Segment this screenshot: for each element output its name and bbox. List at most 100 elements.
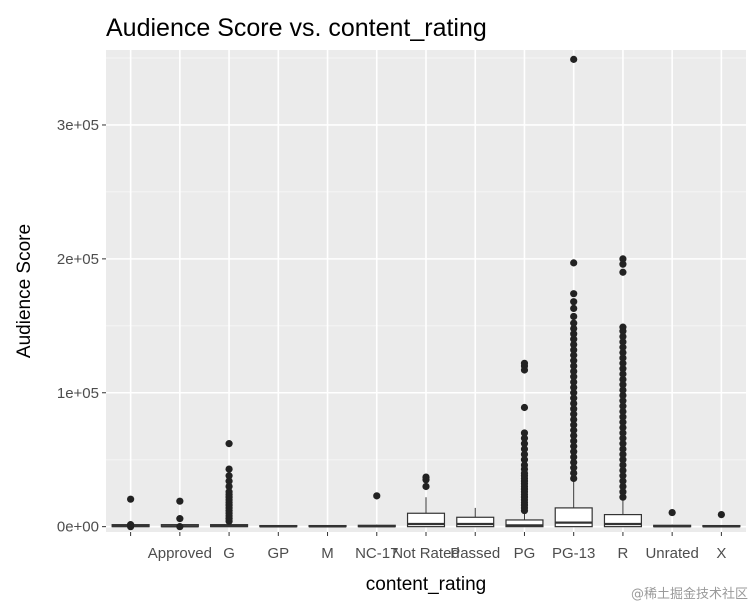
outlier-point [570,469,578,477]
outlier-point [570,259,578,267]
outlier-point [520,434,529,442]
outlier-point [619,440,627,448]
outlier-point [570,442,578,450]
box-group [554,55,593,528]
outlier-point [570,362,578,370]
outlier-point [520,461,529,469]
outlier-point [570,298,578,306]
outlier-point [570,340,578,349]
outlier-point [619,397,627,405]
x-tick-label: Unrated [645,545,698,562]
outlier-point [570,448,578,456]
outlier-point [520,450,529,458]
outlier-point [570,464,578,472]
box-group [603,255,642,528]
outlier-point [225,472,233,480]
box-group [456,507,495,528]
outlier-point [520,445,529,453]
outlier-point [225,465,233,473]
x-tick-label: R [618,545,629,562]
x-tick-label: NC-17 [355,545,398,562]
outlier-point [619,456,627,464]
outlier-point [570,373,578,381]
outlier-point [619,343,627,351]
outlier-point [619,338,627,346]
box-group [702,510,741,528]
x-tick-label: GP [267,545,289,562]
x-tick-label: PG [514,545,536,562]
outlier-point [570,405,578,413]
y-axis-ticks: 0e+00 1e+05 2e+05 3e+05 [57,117,106,536]
outlier-point [619,391,627,400]
outlier-point [619,354,627,362]
outlier-point [570,432,578,440]
y-axis-title: Audience Score [14,224,35,358]
outlier-point [570,335,578,343]
outlier-point [619,413,627,421]
outlier-point [570,394,578,402]
outlier-point [570,453,578,461]
outlier-point [570,415,578,424]
outlier-point [619,450,627,458]
outlier-point [225,440,233,448]
outlier-point [570,367,578,375]
outlier-point [422,473,430,481]
outlier-point [570,421,578,429]
outlier-point [570,410,578,418]
box-group [357,492,396,528]
outlier-point [570,426,578,434]
outlier-point [422,482,430,491]
outlier-point [619,268,627,276]
outlier-point [570,389,578,397]
box-group [111,495,150,531]
box-group [406,473,446,528]
outlier-point [570,351,578,359]
outlier-point [570,458,578,466]
x-axis-title: content_rating [366,574,486,595]
outlier-point [619,434,627,442]
outlier-point [668,508,676,517]
outlier-point [619,493,627,501]
x-tick-label: Approved [148,545,212,562]
outlier-point [570,330,578,338]
outlier-point [176,523,184,531]
outlier-point [619,445,627,453]
outlier-point [619,477,627,485]
outlier-point [619,418,627,426]
outlier-point [127,521,135,529]
outlier-point [619,472,627,480]
outlier-point [570,304,578,313]
outlier-point [127,495,135,503]
x-tick-label: G [223,545,235,562]
outlier-point [570,357,578,365]
outlier-point [619,407,627,416]
x-tick-label: Passed [450,545,500,562]
outlier-point [570,474,578,483]
outlier-point [520,440,529,448]
outlier-point [717,510,725,519]
outlier-point [570,378,578,386]
outlier-point [619,466,627,475]
y-tick-label: 2e+05 [57,251,99,268]
x-tick-label: Not Rated [392,545,460,562]
box-group [210,440,249,528]
x-tick-label: M [321,545,334,562]
outlier-point [225,477,233,485]
outlier-point [225,482,233,491]
outlier-point [570,319,578,327]
outlier-point [619,370,627,378]
outlier-point [619,429,627,437]
outlier-point [619,255,627,263]
outlier-point [570,290,578,298]
outlier-point [520,456,529,464]
outlier-point [373,492,381,500]
outlier-point [619,488,627,496]
watermark-text: @稀土掘金技术社区 [631,586,748,602]
outlier-point [570,346,578,354]
box-iqr [456,516,495,528]
outlier-point [520,359,529,367]
box-iqr [505,519,544,528]
outlier-point [619,423,627,432]
